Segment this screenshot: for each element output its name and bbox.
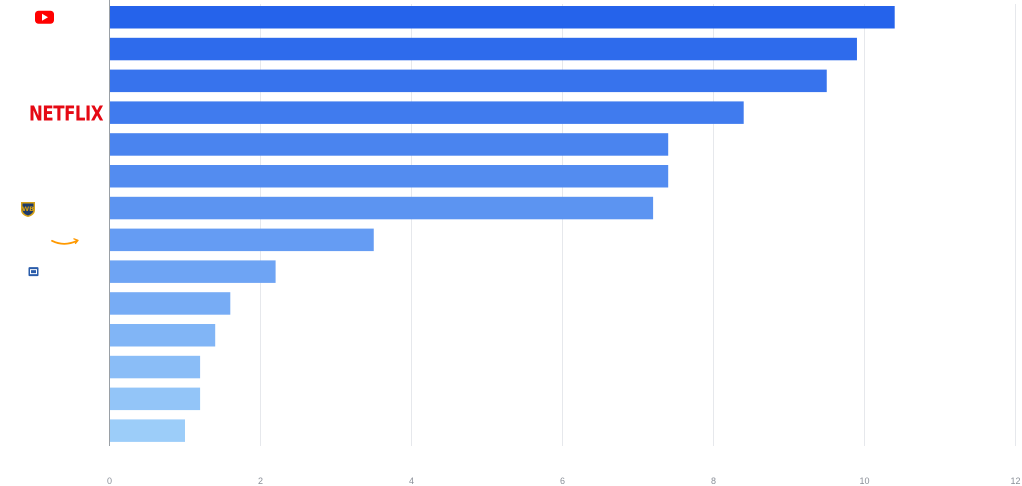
bar [109, 165, 669, 188]
bar [109, 228, 374, 252]
bar [109, 133, 669, 156]
bars [109, 6, 895, 442]
x-tick-label: 12 [1010, 476, 1020, 486]
bar [109, 387, 201, 411]
bar [109, 69, 827, 93]
bar [109, 324, 216, 347]
bar [109, 355, 201, 379]
x-tick-label: 6 [560, 476, 565, 486]
amazon-logo-icon [51, 238, 79, 245]
x-tick-label: 4 [409, 476, 414, 486]
bar [109, 6, 895, 29]
svg-text:WB: WB [22, 205, 34, 213]
bar [109, 292, 231, 315]
bar [109, 260, 276, 283]
netflix-logo-text: NETFLIX [29, 103, 104, 126]
netflix-logo: NETFLIX [29, 103, 104, 126]
x-axis-tick-labels: 0 2 4 6 8 10 12 [107, 476, 1021, 486]
bar [109, 419, 185, 442]
category-logos: NETFLIX WB [21, 10, 104, 277]
warner-bros-logo-icon: WB [21, 202, 35, 218]
x-tick-label: 0 [107, 476, 112, 486]
bar [109, 37, 857, 61]
x-tick-label: 8 [711, 476, 716, 486]
tv-network-logo-icon [28, 267, 39, 277]
bar [109, 101, 744, 124]
x-tick-label: 2 [258, 476, 263, 486]
x-tick-label: 10 [859, 476, 869, 486]
youtube-logo-icon [35, 10, 54, 24]
bar [109, 196, 654, 220]
